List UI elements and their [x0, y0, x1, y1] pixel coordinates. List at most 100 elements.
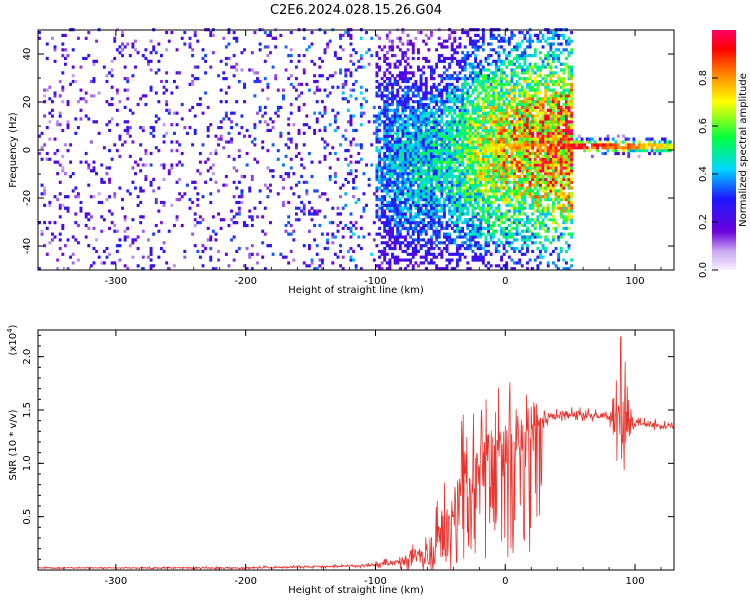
heatmap-cell [471, 117, 475, 121]
heatmap-cell [476, 65, 480, 69]
heatmap-cell [539, 126, 542, 130]
heatmap-cell [79, 209, 83, 213]
heatmap-cell [492, 94, 496, 98]
heatmap-cell [424, 249, 428, 254]
heatmap-cell [466, 166, 470, 170]
heatmap-cell [484, 117, 488, 121]
heatmap-cell [419, 120, 423, 124]
heatmap-cell [435, 186, 439, 190]
heatmap-cell [375, 166, 379, 170]
heatmap-cell [422, 131, 426, 135]
heatmap-cell [520, 186, 524, 190]
heatmap-cell [474, 151, 478, 156]
heatmap-cell [536, 126, 540, 130]
heatmap-cell [487, 94, 490, 98]
heatmap-cell [479, 166, 483, 170]
heatmap-cell [409, 198, 413, 202]
heatmap-cell [489, 212, 493, 216]
heatmap-cell [388, 163, 392, 167]
heatmap-cell [468, 62, 472, 66]
heatmap-cell [411, 252, 415, 256]
heatmap-cell [544, 169, 548, 173]
heatmap-cell [188, 45, 192, 49]
heatmap-cell [505, 238, 509, 242]
heatmap-cell [448, 62, 452, 66]
heatmap-cell [544, 117, 548, 121]
heatmap-cell [505, 180, 509, 184]
heatmap-cell [453, 157, 457, 161]
heatmap-cell [513, 232, 516, 236]
heatmap-cell [84, 100, 88, 104]
heatmap-cell [546, 180, 550, 184]
heatmap-cell [458, 246, 462, 251]
heatmap-cell [245, 223, 249, 228]
heatmap-cell [489, 102, 493, 107]
heatmap-cell [518, 114, 522, 118]
heatmap-cell [346, 33, 350, 38]
heatmap-cell [414, 177, 418, 182]
heatmap-cell [497, 198, 501, 202]
heatmap-cell [417, 209, 420, 213]
heatmap-cell [367, 183, 371, 187]
heatmap-cell [175, 163, 179, 167]
heatmap-cell [391, 166, 394, 170]
heatmap-cell [497, 218, 501, 222]
heatmap-cell [398, 203, 402, 207]
heatmap-cell [411, 192, 415, 196]
heatmap-cell [500, 218, 503, 222]
heatmap-cell [549, 180, 553, 184]
heatmap-cell [375, 65, 379, 69]
heatmap-cell [489, 154, 493, 158]
heatmap-cell [289, 232, 293, 236]
heatmap-cell [461, 140, 465, 144]
heatmap-cell [518, 100, 522, 104]
heatmap-cell [385, 111, 389, 115]
heatmap-cell [393, 172, 397, 176]
heatmap-cell [531, 232, 535, 236]
heatmap-cell [500, 82, 503, 86]
heatmap-cell [484, 105, 488, 110]
heatmap-cell [289, 74, 293, 78]
heatmap-cell [422, 56, 426, 61]
heatmap-cell [479, 137, 483, 141]
heatmap-cell [440, 252, 444, 256]
heatmap-cell [404, 77, 407, 81]
heatmap-cell [414, 169, 418, 173]
heatmap-cell [533, 198, 537, 202]
heatmap-cell [48, 97, 52, 101]
heatmap-cell [487, 100, 490, 104]
heatmap-cell [422, 192, 426, 196]
heatmap-cell [367, 48, 371, 52]
heatmap-cell [500, 102, 503, 107]
heatmap-cell [315, 252, 319, 256]
heatmap-cell [507, 180, 511, 184]
heatmap-cell [474, 88, 478, 92]
heatmap-cell [544, 114, 548, 118]
heatmap-cell [531, 235, 535, 239]
heatmap-cell [315, 100, 319, 104]
heatmap-cell [352, 82, 356, 86]
heatmap-cell [450, 128, 454, 133]
heatmap-cell [406, 200, 410, 205]
heatmap-cell [388, 157, 392, 161]
heatmap-cell [292, 172, 296, 176]
heatmap-cell [539, 149, 542, 153]
heatmap-cell [445, 143, 449, 147]
heatmap-cell [445, 120, 449, 124]
heatmap-cell [541, 59, 545, 63]
heatmap-cell [398, 48, 402, 52]
heatmap-cell [193, 77, 197, 81]
heatmap-cell [526, 117, 529, 121]
heatmap-cell [411, 51, 415, 55]
heatmap-cell [510, 180, 514, 184]
heatmap-cell [546, 160, 550, 164]
heatmap-cell [497, 94, 501, 98]
heatmap-cell [385, 77, 389, 81]
heatmap-cell [471, 172, 475, 176]
heatmap-cell [429, 30, 433, 35]
heatmap-cell [510, 163, 514, 167]
heatmap-cell [536, 74, 540, 78]
heatmap-cell [294, 97, 298, 101]
heatmap-cell [437, 151, 441, 156]
heatmap-cell [352, 137, 356, 141]
